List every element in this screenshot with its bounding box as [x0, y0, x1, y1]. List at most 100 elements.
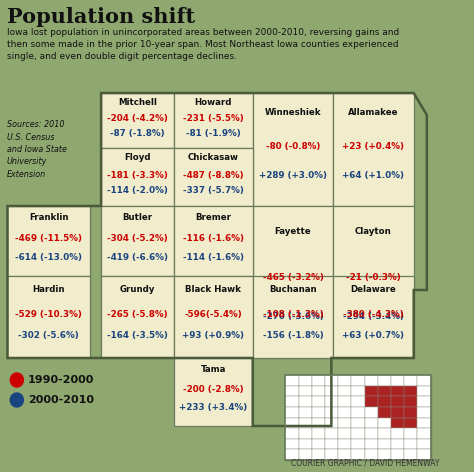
Text: -231 (-5.5%): -231 (-5.5%)	[183, 114, 244, 123]
Bar	[8, 276, 90, 358]
Bar	[391, 439, 404, 449]
Bar	[418, 428, 430, 439]
Bar	[333, 206, 414, 358]
Text: -380 (-4.3%): -380 (-4.3%)	[343, 310, 404, 319]
Bar	[365, 418, 378, 428]
Bar	[351, 439, 365, 449]
Text: +93 (+0.9%): +93 (+0.9%)	[182, 331, 245, 340]
Bar	[299, 439, 312, 449]
Bar	[365, 375, 378, 386]
Bar	[285, 439, 299, 449]
Text: Butler: Butler	[123, 213, 153, 222]
Bar	[365, 407, 378, 418]
Text: Chickasaw: Chickasaw	[188, 153, 239, 162]
Text: -614 (-13.0%): -614 (-13.0%)	[15, 253, 82, 261]
Text: -114 (-1.6%): -114 (-1.6%)	[183, 253, 244, 261]
Bar	[404, 407, 418, 418]
Bar	[391, 386, 404, 396]
Bar	[325, 418, 338, 428]
Bar	[285, 396, 299, 407]
Bar	[338, 396, 351, 407]
Text: 2000-2010: 2000-2010	[28, 395, 94, 405]
Bar	[325, 428, 338, 439]
Bar	[174, 358, 253, 426]
Bar	[285, 375, 430, 460]
Bar	[365, 449, 378, 460]
Text: -487 (-8.8%): -487 (-8.8%)	[183, 171, 244, 180]
Bar	[174, 276, 253, 358]
Text: Black Hawk: Black Hawk	[185, 286, 241, 295]
Text: +63 (+0.7%): +63 (+0.7%)	[343, 331, 404, 340]
Bar	[174, 148, 253, 206]
Bar	[351, 407, 365, 418]
Bar	[285, 375, 430, 460]
Bar	[418, 439, 430, 449]
Text: -294 (-3.4%): -294 (-3.4%)	[343, 312, 404, 321]
Text: Population shift: Population shift	[7, 7, 195, 27]
Bar	[391, 418, 404, 428]
Text: Floyd: Floyd	[124, 153, 151, 162]
Bar	[312, 439, 325, 449]
Text: Sources: 2010
U.S. Census
and Iowa State
University
Extension: Sources: 2010 U.S. Census and Iowa State…	[7, 120, 66, 179]
Bar	[101, 148, 174, 206]
Text: -108 (-1.3%): -108 (-1.3%)	[263, 310, 323, 319]
Text: COURIER GRAPHIC / DAVID HEMENWAY: COURIER GRAPHIC / DAVID HEMENWAY	[292, 459, 440, 468]
Bar	[404, 386, 418, 396]
Bar	[312, 407, 325, 418]
Bar	[418, 386, 430, 396]
Circle shape	[10, 373, 23, 387]
Bar	[365, 396, 378, 407]
Bar	[299, 386, 312, 396]
Text: Hardin: Hardin	[32, 286, 65, 295]
Text: -302 (-5.6%): -302 (-5.6%)	[18, 331, 79, 340]
Text: Iowa lost population in unincorporated areas between 2000-2010, reversing gains : Iowa lost population in unincorporated a…	[7, 28, 399, 61]
Bar	[8, 206, 90, 276]
Text: Winneshiek: Winneshiek	[264, 108, 321, 117]
Bar	[338, 418, 351, 428]
Bar	[312, 375, 325, 386]
Text: Buchanan: Buchanan	[269, 286, 317, 295]
Bar	[338, 439, 351, 449]
Bar	[325, 407, 338, 418]
Bar	[253, 93, 333, 206]
Text: +23 (+0.4%): +23 (+0.4%)	[343, 142, 404, 151]
Bar	[101, 276, 174, 358]
Text: -87 (-1.8%): -87 (-1.8%)	[110, 129, 165, 138]
Bar	[338, 449, 351, 460]
Text: -164 (-3.5%): -164 (-3.5%)	[107, 331, 168, 340]
Bar	[365, 439, 378, 449]
Bar	[299, 396, 312, 407]
Bar	[312, 428, 325, 439]
Text: -80 (-0.8%): -80 (-0.8%)	[266, 142, 320, 151]
Text: Tama: Tama	[201, 365, 226, 374]
Bar	[299, 418, 312, 428]
Text: -114 (-2.0%): -114 (-2.0%)	[107, 186, 168, 195]
Bar	[378, 428, 391, 439]
Bar	[325, 396, 338, 407]
Text: -81 (-1.9%): -81 (-1.9%)	[186, 129, 241, 138]
Bar	[312, 418, 325, 428]
Bar	[351, 386, 365, 396]
Bar	[378, 407, 391, 418]
Bar	[174, 206, 253, 276]
Bar	[285, 375, 299, 386]
Text: -529 (-10.3%): -529 (-10.3%)	[15, 310, 82, 319]
Text: Howard: Howard	[195, 98, 232, 107]
Bar	[338, 386, 351, 396]
Text: Grundy: Grundy	[120, 286, 155, 295]
Text: -465 (-3.2%): -465 (-3.2%)	[263, 273, 323, 282]
Bar	[391, 428, 404, 439]
Text: Fayette: Fayette	[274, 228, 311, 236]
Bar	[312, 396, 325, 407]
Text: -181 (-3.3%): -181 (-3.3%)	[107, 171, 168, 180]
Text: Mitchell: Mitchell	[118, 98, 157, 107]
Bar	[285, 386, 299, 396]
Bar	[351, 375, 365, 386]
Text: -337 (-5.7%): -337 (-5.7%)	[183, 186, 244, 195]
Text: -156 (-1.8%): -156 (-1.8%)	[263, 331, 323, 340]
Bar	[391, 375, 404, 386]
Bar	[299, 449, 312, 460]
Bar	[285, 407, 299, 418]
Bar	[378, 396, 391, 407]
Bar	[404, 396, 418, 407]
